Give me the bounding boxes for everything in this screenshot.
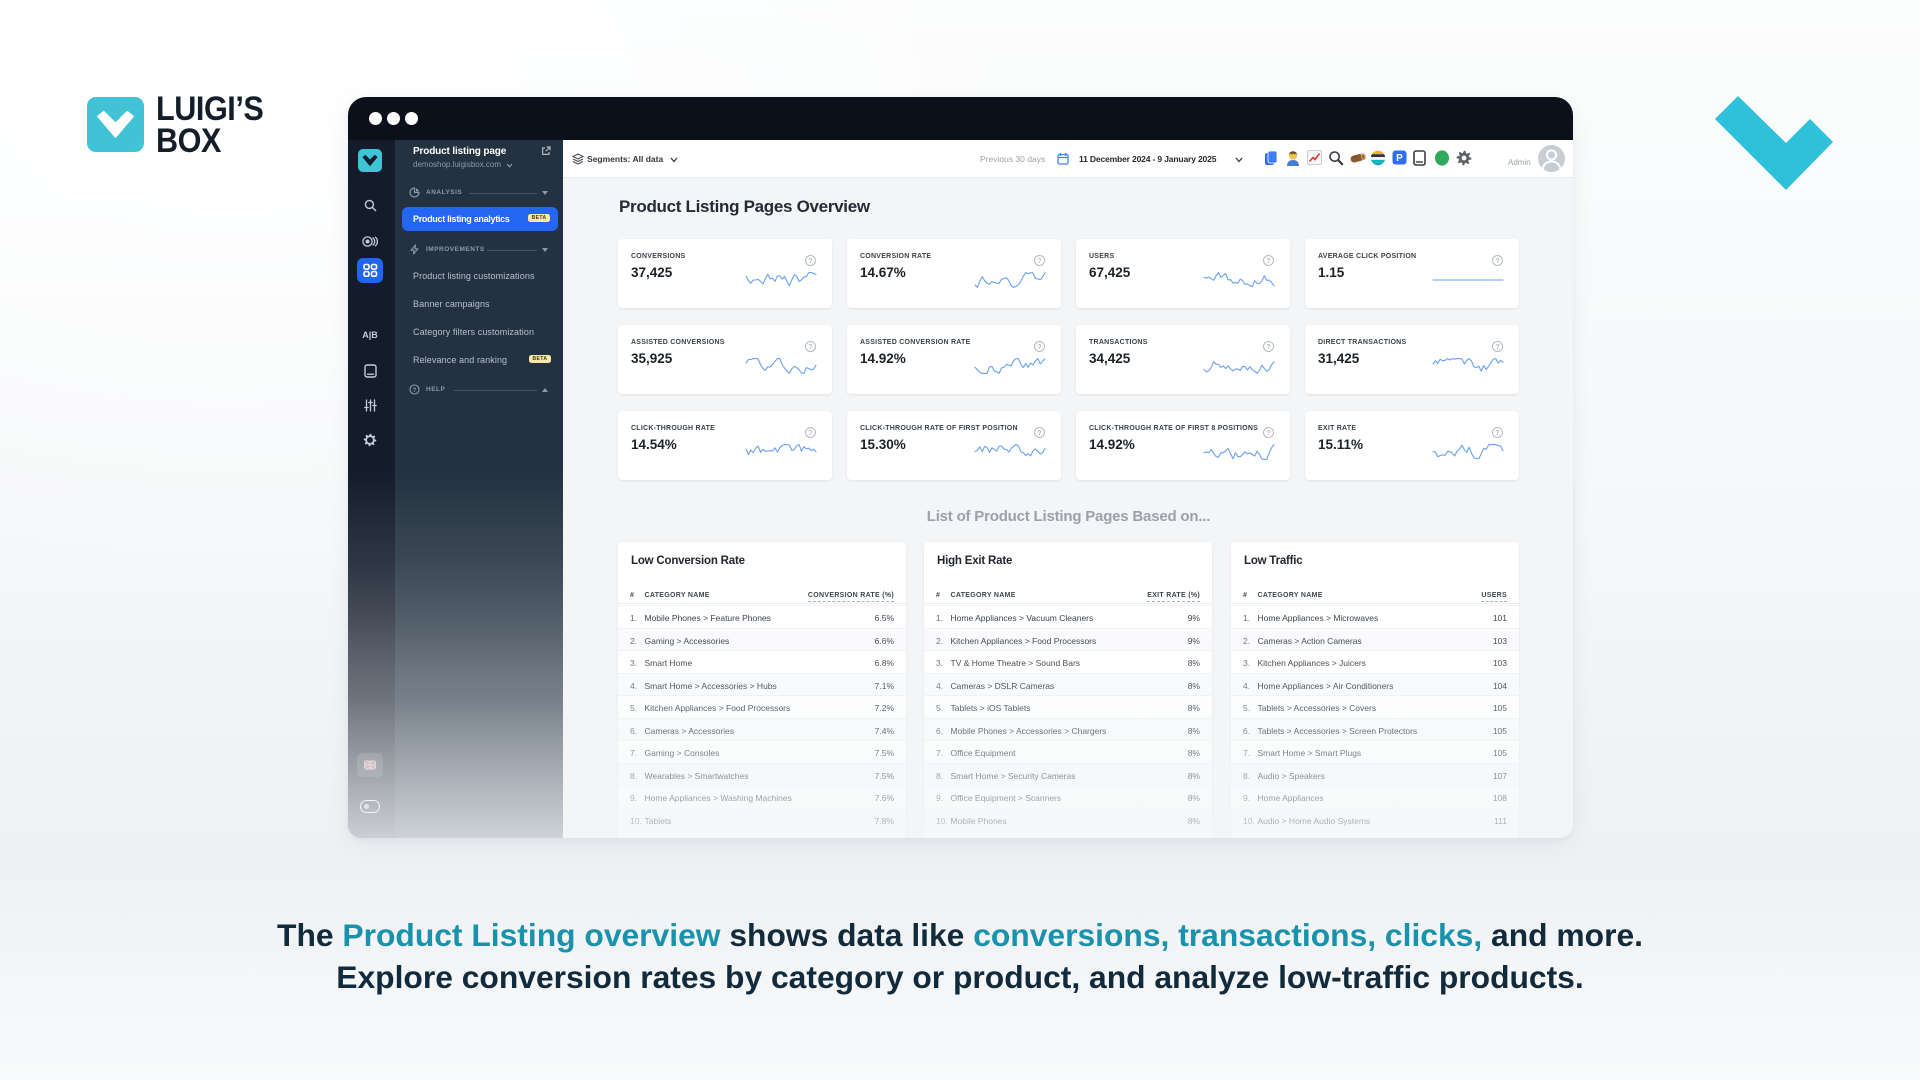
svg-text:P: P	[1396, 153, 1403, 164]
svg-text:?: ?	[413, 388, 417, 394]
